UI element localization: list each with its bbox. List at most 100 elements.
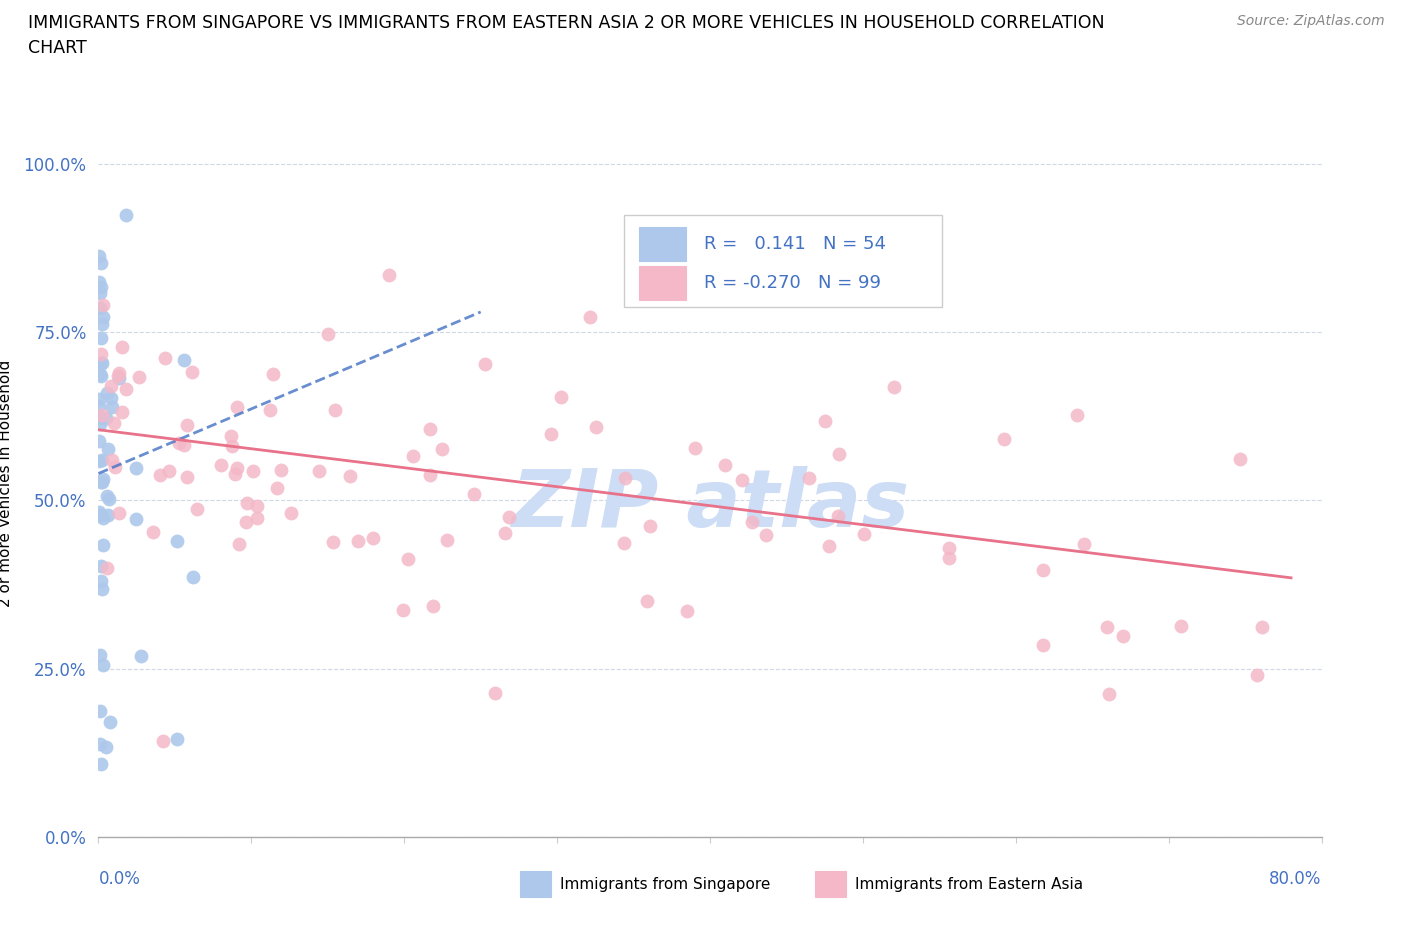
Point xyxy=(347,533,370,548)
Point xyxy=(96,489,118,504)
Point xyxy=(1032,637,1054,652)
Point xyxy=(101,400,124,415)
Point xyxy=(322,535,344,550)
Point xyxy=(246,511,269,525)
Point xyxy=(883,380,905,395)
Point xyxy=(209,458,232,472)
Point xyxy=(100,391,122,405)
Point xyxy=(142,525,165,539)
Point xyxy=(402,448,425,463)
Point xyxy=(101,452,124,467)
Point xyxy=(90,331,112,346)
Point xyxy=(308,464,330,479)
Point xyxy=(111,339,134,354)
Point xyxy=(107,369,129,384)
FancyBboxPatch shape xyxy=(640,266,686,299)
Point xyxy=(266,480,288,495)
Point xyxy=(153,350,176,365)
Point xyxy=(181,569,204,584)
Point xyxy=(585,420,607,435)
Point xyxy=(316,326,339,341)
Text: 0.0%: 0.0% xyxy=(98,870,141,887)
Point xyxy=(115,208,138,223)
FancyBboxPatch shape xyxy=(624,215,942,307)
Point xyxy=(262,366,284,381)
Point xyxy=(221,438,243,453)
Point xyxy=(474,357,496,372)
Point xyxy=(392,603,415,618)
Point xyxy=(1251,619,1274,634)
Point xyxy=(228,537,250,551)
Point xyxy=(713,458,735,473)
Point xyxy=(1229,452,1251,467)
Point xyxy=(131,649,153,664)
Point xyxy=(96,386,118,401)
Point xyxy=(817,538,839,553)
Text: 80.0%: 80.0% xyxy=(1270,870,1322,887)
Point xyxy=(180,365,202,379)
Text: Immigrants from Eastern Asia: Immigrants from Eastern Asia xyxy=(855,877,1083,892)
Point xyxy=(98,715,121,730)
FancyBboxPatch shape xyxy=(640,227,686,261)
Point xyxy=(108,365,131,380)
Text: Immigrants from Singapore: Immigrants from Singapore xyxy=(560,877,770,892)
Point xyxy=(90,368,112,383)
Point xyxy=(550,390,572,405)
Point xyxy=(89,647,111,662)
Point xyxy=(100,379,122,394)
Point xyxy=(157,464,180,479)
Point xyxy=(993,432,1015,446)
Point xyxy=(91,511,114,525)
Point xyxy=(173,352,195,367)
Point xyxy=(731,472,754,487)
Point xyxy=(90,347,112,362)
Point xyxy=(87,505,110,520)
Point xyxy=(797,471,820,485)
Point xyxy=(176,470,198,485)
Point xyxy=(90,581,112,596)
Point xyxy=(91,472,114,486)
Point xyxy=(578,310,600,325)
Point xyxy=(224,467,246,482)
Point xyxy=(1246,668,1268,683)
Point xyxy=(270,463,292,478)
Point xyxy=(90,558,112,573)
Point xyxy=(361,530,384,545)
Point xyxy=(419,421,441,436)
Point xyxy=(91,658,114,673)
Point xyxy=(498,510,520,525)
Point xyxy=(89,274,111,289)
Text: ZIP atlas: ZIP atlas xyxy=(510,466,910,544)
Point xyxy=(814,414,837,429)
Point xyxy=(186,501,208,516)
Point xyxy=(1095,619,1118,634)
Point xyxy=(1066,408,1088,423)
Point xyxy=(90,475,112,490)
Point xyxy=(87,249,110,264)
Point xyxy=(484,686,506,701)
Point xyxy=(242,463,264,478)
Point xyxy=(91,309,114,324)
Point xyxy=(90,757,112,772)
Point xyxy=(938,540,960,555)
Point xyxy=(90,452,112,467)
Point xyxy=(638,518,661,533)
Point xyxy=(96,411,118,426)
Point xyxy=(636,593,658,608)
Point xyxy=(827,509,849,524)
Point xyxy=(89,417,111,432)
Point xyxy=(108,370,131,385)
Point xyxy=(125,461,148,476)
Point xyxy=(1112,629,1135,644)
Point xyxy=(98,491,121,506)
Point xyxy=(103,416,125,431)
Point xyxy=(540,427,562,442)
Point xyxy=(87,398,110,413)
Point xyxy=(1170,618,1192,633)
Text: R =   0.141   N = 54: R = 0.141 N = 54 xyxy=(704,235,886,253)
Point xyxy=(89,366,111,381)
Point xyxy=(226,460,249,475)
Point xyxy=(111,405,134,419)
Point xyxy=(89,737,111,751)
Point xyxy=(91,538,114,553)
